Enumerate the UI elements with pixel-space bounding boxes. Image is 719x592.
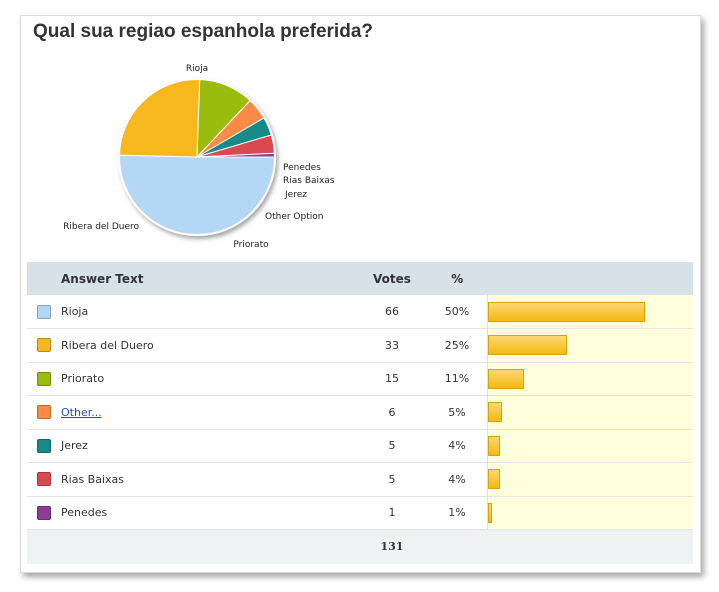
pie-chart: Rioja Ribera del Duero Priorato Other Optio… [63,64,335,250]
pie-slice-rioja [118,154,276,236]
answer-text: Penedes [61,506,108,520]
header-votes: Votes [373,271,411,286]
result-bar [488,469,500,490]
vote-percent: 25% [444,338,470,352]
pie-label-rias-baixas: Rias Baixas [283,176,335,186]
pie-label-penedes: Penedes [283,163,321,173]
answer-text: Jerez [61,439,88,453]
header-swatch [27,262,61,295]
answer-text: Priorato [61,372,105,386]
pie-slice-ribera-del-duero [118,78,201,158]
poll-results-card: Qual sua regiao espanhola preferida? Rio… [20,15,701,573]
table-row-penedes: Penedes 1 1% [27,496,693,530]
pie-label-ribera-del-duero: Ribera del Duero [63,222,139,232]
color-swatch [37,371,51,386]
results-table: Answer Text Votes % Rioja 66 50% Ribera … [27,262,693,564]
result-bar [488,301,645,322]
color-swatch [37,405,51,420]
pie-label-rioja: Rioja [186,64,208,74]
vote-count: 15 [385,372,399,386]
color-swatch [37,438,51,453]
vote-count: 5 [388,472,396,486]
vote-percent: 1% [448,506,466,520]
answer-text: Rias Baixas [61,472,124,486]
vote-percent: 5% [448,405,466,419]
header-answer-text: Answer Text [61,271,144,286]
vote-percent: 4% [448,439,466,453]
pie-label-jerez: Jerez [284,190,307,200]
pie-rim [118,78,276,236]
result-bar [488,435,500,456]
table-row-priorato: Priorato 15 11% [27,362,693,396]
table-header-row: Answer Text Votes % [27,262,693,295]
vote-count: 5 [388,439,396,453]
vote-percent: 50% [444,305,470,318]
table-footer-row: 131 [27,529,693,564]
answer-text: Rioja [61,305,89,318]
color-swatch [37,338,51,353]
pie-label-other-option: Other Option [265,212,323,222]
vote-percent: 4% [448,472,466,486]
table-row-ribera-del-duero: Ribera del Duero 33 25% [27,328,693,362]
answer-text: Ribera del Duero [61,338,154,352]
vote-count: 1 [388,506,396,520]
pie-label-priorato: Priorato [233,240,269,250]
poll-title: Qual sua regiao espanhola preferida? [33,21,373,42]
color-swatch [37,304,51,319]
result-bar [488,402,502,423]
result-bar [488,368,524,389]
result-bar [488,502,492,523]
header-percent: % [451,271,464,286]
vote-count: 66 [385,305,399,318]
total-votes: 131 [380,540,404,554]
vote-count: 33 [385,338,399,352]
color-swatch [37,505,51,520]
table-row-other: Other... 6 5% [27,395,693,429]
vote-count: 6 [388,405,396,419]
color-swatch [37,472,51,487]
header-bar [488,262,694,295]
table-row-rias-baixas: Rias Baixas 5 4% [27,462,693,496]
result-bar [488,335,567,356]
other-answers-link[interactable]: Other... [61,405,102,419]
vote-percent: 11% [444,372,470,386]
table-row-rioja: Rioja 66 50% [27,295,693,329]
table-row-jerez: Jerez 5 4% [27,429,693,463]
